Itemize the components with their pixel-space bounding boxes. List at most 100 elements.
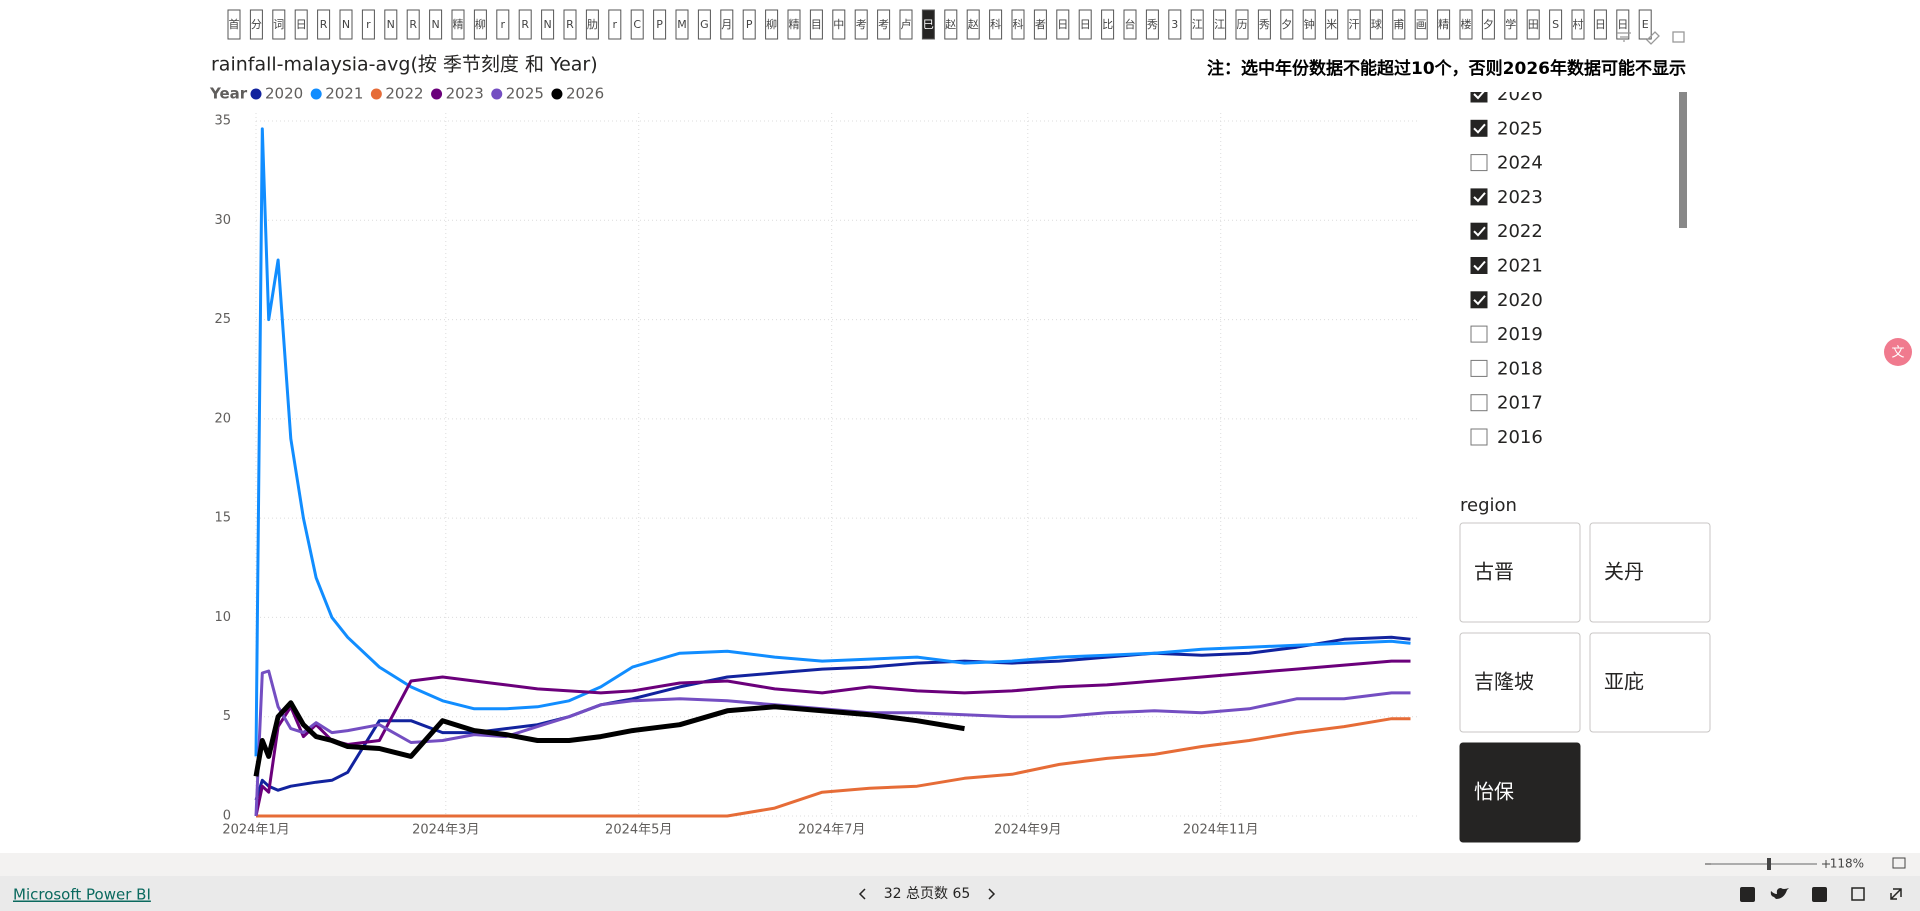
- checkbox[interactable]: [1470, 86, 1488, 103]
- nav-button-label[interactable]: 者: [1035, 18, 1046, 31]
- nav-button-label[interactable]: 米: [1326, 18, 1337, 31]
- nav-button-label[interactable]: 江: [1192, 18, 1203, 31]
- nav-button[interactable]: [966, 9, 980, 40]
- slicer-item[interactable]: 2016: [1497, 427, 1543, 448]
- nav-button-label[interactable]: 科: [1013, 17, 1024, 31]
- twitter[interactable]: [1770, 888, 1789, 899]
- zoom-buttons[interactable]: [1705, 860, 1830, 868]
- nav-button-label[interactable]: 历: [1237, 18, 1248, 31]
- nav-button[interactable]: [317, 9, 331, 40]
- legend-marker[interactable]: [370, 88, 382, 100]
- checkbox[interactable]: [1470, 359, 1488, 377]
- nav-button-label[interactable]: 精: [1438, 18, 1449, 31]
- nav-button-label[interactable]: 巳: [923, 18, 934, 31]
- nav-button[interactable]: [653, 9, 667, 40]
- nav-button-label[interactable]: P: [746, 18, 753, 31]
- nav-button[interactable]: [1101, 9, 1115, 40]
- nav-button[interactable]: [1504, 9, 1518, 40]
- nav-button[interactable]: [989, 9, 1003, 40]
- translate-icon[interactable]: [1884, 338, 1912, 366]
- nav-button[interactable]: [406, 9, 420, 40]
- nav-button[interactable]: [921, 9, 935, 40]
- nav-button-label[interactable]: E: [1642, 18, 1649, 31]
- facebook[interactable]: [1740, 887, 1755, 902]
- nav-button-label[interactable]: 钟: [1304, 17, 1315, 31]
- nav-button[interactable]: [1325, 9, 1339, 40]
- nav-button-label[interactable]: C: [633, 18, 641, 31]
- linkedin[interactable]: [1812, 887, 1827, 902]
- nav-button-label[interactable]: 日: [1595, 18, 1606, 31]
- nav-button[interactable]: [294, 9, 308, 40]
- checkbox[interactable]: [1470, 257, 1488, 274]
- nav-button[interactable]: [1459, 9, 1473, 40]
- nav-button[interactable]: [563, 9, 577, 40]
- nav-button-label[interactable]: R: [409, 18, 417, 31]
- slicer-item[interactable]: 2024: [1497, 153, 1543, 174]
- checkbox[interactable]: [1470, 222, 1488, 240]
- nav-button-label[interactable]: N: [342, 18, 350, 31]
- checkbox[interactable]: [1470, 325, 1488, 343]
- nav-button-label[interactable]: 村: [1573, 17, 1584, 31]
- nav-button[interactable]: [1280, 9, 1294, 40]
- nav-button-label[interactable]: N: [543, 18, 551, 31]
- nav-button-label[interactable]: r: [366, 18, 371, 31]
- nav-button[interactable]: [765, 9, 779, 40]
- nav-button-label[interactable]: 考: [856, 18, 867, 31]
- nav-button-label[interactable]: 比: [1102, 18, 1113, 31]
- nav-button[interactable]: [854, 9, 868, 40]
- nav-button[interactable]: [1369, 9, 1383, 40]
- nav-button[interactable]: [1235, 9, 1249, 40]
- legend-marker[interactable]: [551, 88, 563, 100]
- nav-button-label[interactable]: R: [566, 18, 574, 31]
- nav-button[interactable]: [541, 9, 555, 40]
- nav-button[interactable]: [272, 9, 286, 40]
- nav-button-label[interactable]: 赵: [945, 17, 956, 31]
- nav-button-label[interactable]: 精: [453, 18, 464, 31]
- region-tile[interactable]: [1589, 632, 1711, 733]
- nav-button-label[interactable]: 汗: [1349, 18, 1360, 31]
- nav-button-label[interactable]: 秀: [1147, 18, 1158, 31]
- nav-button-label[interactable]: 秀: [1259, 18, 1270, 31]
- checkbox[interactable]: [1470, 428, 1488, 446]
- nav-button-label[interactable]: P: [656, 18, 663, 31]
- legend-label[interactable]: 2026: [566, 85, 604, 103]
- nav-button[interactable]: [899, 9, 913, 40]
- legend-marker[interactable]: [250, 88, 262, 100]
- nav-button-label[interactable]: S: [1552, 18, 1559, 31]
- nav-button-label[interactable]: 台: [1125, 17, 1136, 31]
- share[interactable]: [1851, 887, 1865, 901]
- focus-icon[interactable]: [1672, 31, 1685, 43]
- slicer-item[interactable]: 2019: [1497, 324, 1543, 345]
- nav-button[interactable]: [518, 9, 532, 40]
- region-tile[interactable]: [1459, 522, 1581, 623]
- region-tile-label[interactable]: 古晋: [1474, 560, 1514, 584]
- nav-button-label[interactable]: r: [613, 18, 618, 31]
- nav-button-label[interactable]: N: [387, 18, 395, 31]
- nav-button-label[interactable]: 分: [251, 18, 262, 31]
- nav-button[interactable]: [384, 9, 398, 40]
- nav-button-label[interactable]: 月: [721, 18, 732, 31]
- nav-button[interactable]: [720, 9, 734, 40]
- scrollbar[interactable]: [1679, 92, 1687, 228]
- nav-button-label[interactable]: 球: [1371, 17, 1382, 31]
- region-tile-label[interactable]: 吉隆坡: [1474, 670, 1534, 694]
- legend-label[interactable]: 2025: [506, 85, 544, 103]
- nav-button[interactable]: [585, 9, 599, 40]
- zoom-thumb[interactable]: [1767, 858, 1771, 870]
- nav-button[interactable]: [1593, 9, 1607, 40]
- slicer-item[interactable]: 2026: [1497, 84, 1543, 105]
- slicer-item[interactable]: 2025: [1497, 118, 1543, 139]
- nav-button-label[interactable]: 柳: [766, 17, 777, 31]
- nav-button[interactable]: [809, 9, 823, 40]
- nav-button-label[interactable]: 3: [1171, 18, 1178, 31]
- nav-button[interactable]: [1213, 9, 1227, 40]
- nav-button[interactable]: [1056, 9, 1070, 40]
- legend-marker[interactable]: [310, 88, 322, 100]
- nav-button[interactable]: [742, 9, 756, 40]
- filter-icon[interactable]: [1617, 32, 1631, 42]
- nav-button-label[interactable]: 画: [1416, 18, 1427, 31]
- slicer-item[interactable]: 2023: [1497, 187, 1543, 208]
- nav-button[interactable]: [630, 9, 644, 40]
- checkbox[interactable]: [1470, 291, 1488, 309]
- nav-button[interactable]: [496, 9, 510, 40]
